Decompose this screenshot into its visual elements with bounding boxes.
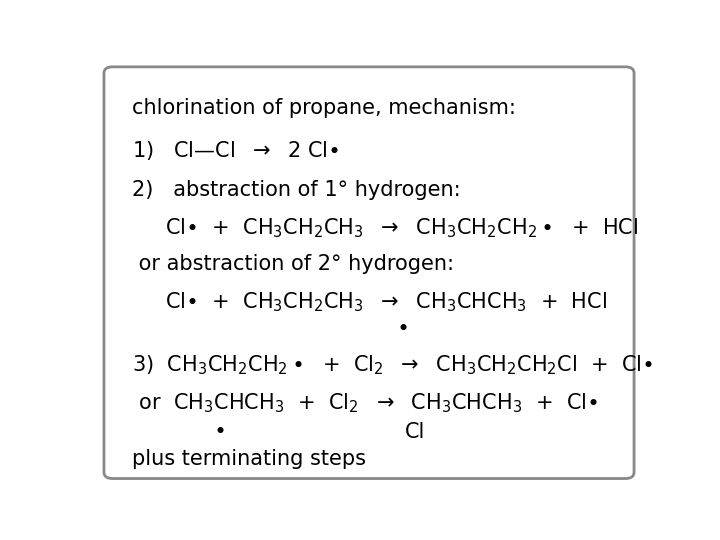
Text: or abstraction of 2° hydrogen:: or abstraction of 2° hydrogen: <box>132 254 454 274</box>
Text: Cl$\bullet$  +  $\mathrm{CH_3CH_2CH_3}$  $\rightarrow$  $\mathrm{CH_3CHCH_3}$  +: Cl$\bullet$ + $\mathrm{CH_3CH_2CH_3}$ $\… <box>166 290 608 314</box>
Text: $\bullet$: $\bullet$ <box>396 317 408 337</box>
Text: chlorination of propane, mechanism:: chlorination of propane, mechanism: <box>132 98 516 118</box>
Text: $\bullet$: $\bullet$ <box>213 420 225 440</box>
Text: 2)   abstraction of 1° hydrogen:: 2) abstraction of 1° hydrogen: <box>132 179 461 200</box>
Text: Cl: Cl <box>405 422 426 442</box>
Text: Cl$\bullet$  +  $\mathrm{CH_3CH_2CH_3}$  $\rightarrow$  $\mathrm{CH_3CH_2CH_2}\b: Cl$\bullet$ + $\mathrm{CH_3CH_2CH_3}$ $\… <box>166 216 639 240</box>
Text: or  $\mathrm{CH_3CHCH_3}$  +  $\mathrm{Cl_2}$  $\rightarrow$  $\mathrm{CH_3CHCH_: or $\mathrm{CH_3CHCH_3}$ + $\mathrm{Cl_2… <box>132 392 598 415</box>
Text: 1)   Cl—Cl  $\rightarrow$  2 Cl$\bullet$: 1) Cl—Cl $\rightarrow$ 2 Cl$\bullet$ <box>132 139 339 161</box>
Text: plus terminating steps: plus terminating steps <box>132 449 366 469</box>
Text: 3)  $\mathrm{CH_3CH_2CH_2}\bullet$  +  $\mathrm{Cl_2}$  $\rightarrow$  $\mathrm{: 3) $\mathrm{CH_3CH_2CH_2}\bullet$ + $\ma… <box>132 353 653 377</box>
FancyBboxPatch shape <box>104 67 634 478</box>
